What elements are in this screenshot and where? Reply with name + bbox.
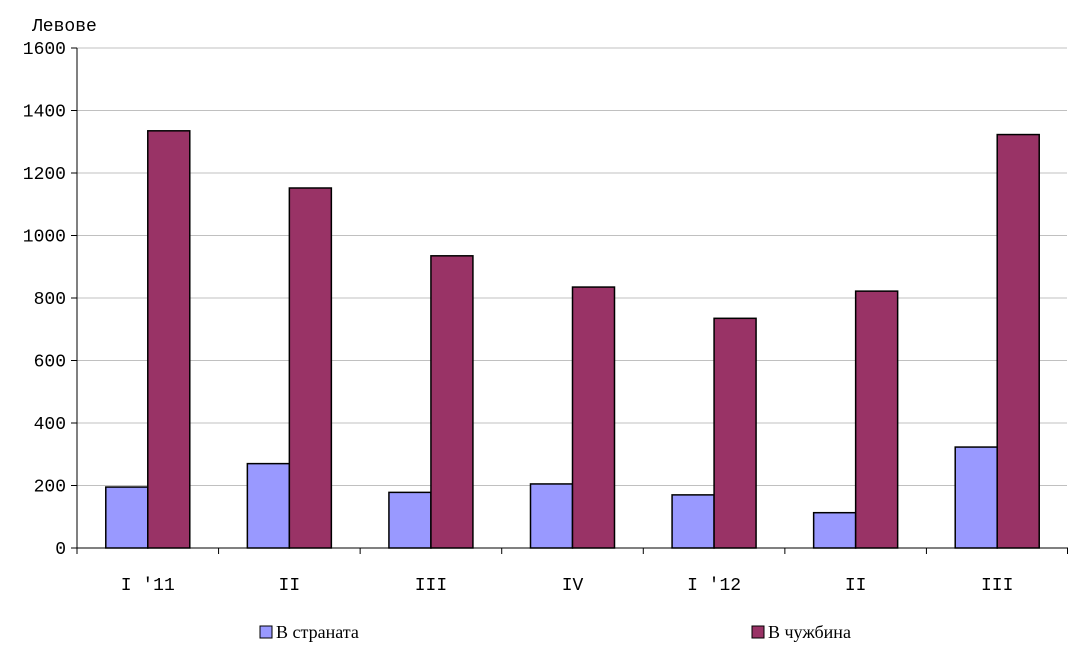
x-tick-labels: I '11 II III IV I '12 II III [121,576,1014,596]
x-tick-label: III [981,576,1013,596]
legend-item: В чужбина [751,622,851,642]
legend-label: В страната [276,622,359,642]
bar-abroad [430,255,474,549]
legend: В страната В чужбина [259,622,851,642]
legend-swatch [751,625,765,639]
bar-abroad [996,133,1040,549]
bar-domestic [812,511,857,549]
bar-abroad [147,130,191,549]
bar-domestic [671,494,715,549]
bars [105,130,1040,549]
x-tick-label: II [845,576,867,596]
y-tick-label: 600 [34,353,66,373]
bar-domestic [954,446,998,549]
x-tick-label: II [279,576,301,596]
bar-domestic [388,491,432,549]
y-tick-label: 0 [55,540,66,560]
y-tick-label: 1400 [23,103,66,123]
axes [71,47,1068,554]
legend-item: В страната [259,622,359,642]
y-tick-labels: 0 200 400 600 800 1000 1200 1400 1600 [23,40,66,560]
y-tick-label: 1600 [23,40,66,60]
y-tick-label: 800 [34,290,66,310]
x-tick-label: I '11 [121,576,175,596]
x-tick-label: IV [562,576,584,596]
y-tick-label: 400 [34,415,66,435]
y-tick-label: 1000 [23,228,66,248]
bar-abroad [854,290,899,549]
x-tick-label: III [415,576,447,596]
bar-abroad [288,187,333,549]
y-tick-label: 200 [34,478,66,498]
y-axis-title: Левове [31,17,97,37]
legend-label: В чужбина [768,622,851,642]
bar-abroad [571,286,616,549]
legend-swatch [259,625,273,639]
bar-domestic [246,462,291,549]
bar-domestic [105,486,149,549]
y-tick-label: 1200 [23,165,66,185]
bar-abroad [713,317,757,549]
bar-domestic [529,483,574,549]
x-tick-label: I '12 [687,576,741,596]
